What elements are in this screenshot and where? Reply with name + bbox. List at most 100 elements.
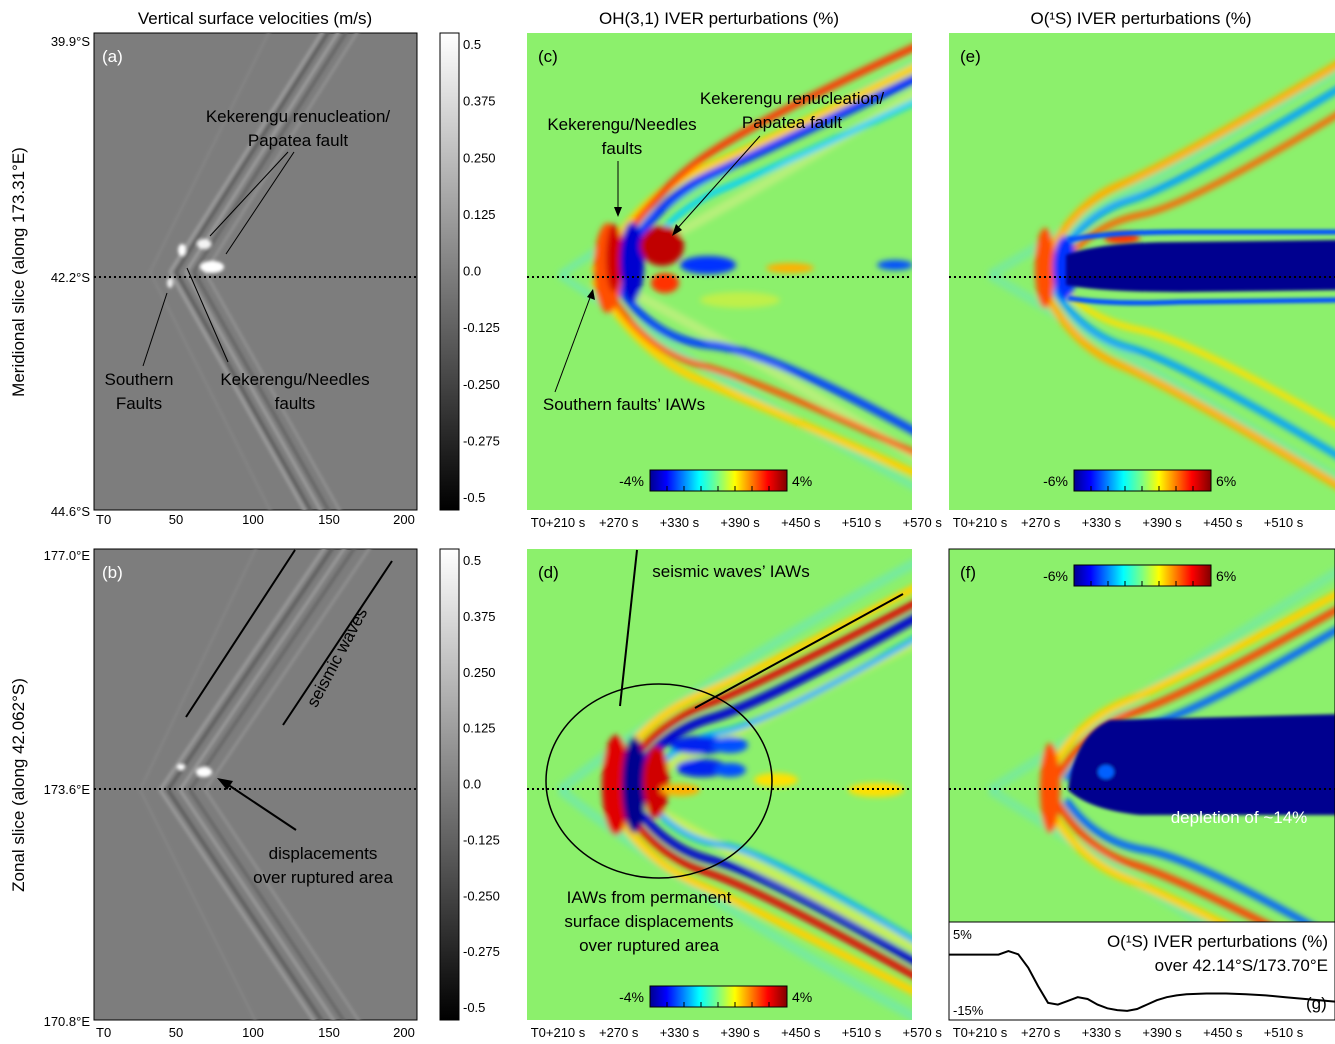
panel-b-annotation: displacements [269, 844, 378, 863]
panel-e-colorbar-min: -6% [1043, 473, 1068, 489]
panel-e-arc [1036, 61, 1335, 274]
panel-a-band [168, 271, 307, 510]
panel-a-bright-spot [167, 278, 173, 288]
panel-f-frame [948, 548, 1335, 1021]
time-axis-tick: +390 s [720, 515, 760, 530]
panel-a: (a) 39.9°S 42.2°S 44.6°S T0 50 100 150 2… [51, 32, 418, 527]
panel-g-curve [949, 949, 1335, 1012]
panel-a-y-tick: 39.9°S [51, 34, 91, 49]
grey-colorbar-tick: 0.375 [463, 94, 496, 109]
panel-a-band [174, 271, 313, 510]
time-axis-tick: +390 s [720, 1025, 760, 1040]
panel-a-arrow [186, 267, 229, 363]
time-axis-tick: +450 s [781, 515, 821, 530]
title-o1s-iver: O(¹S) IVER perturbations (%) [1030, 9, 1251, 28]
panel-d-core [622, 737, 646, 833]
panel-f-letter: (f) [960, 563, 976, 582]
panel-b-arrowhead [217, 778, 233, 790]
time-axis-tick: +450 s [781, 1025, 821, 1040]
panel-b-y-tick: 173.6°E [44, 782, 91, 797]
panel-d-annotation: over ruptured area [579, 936, 719, 955]
panel-e-depletion [1066, 240, 1335, 292]
time-axis-tick: +330 s [1082, 515, 1122, 530]
panel-b-band [178, 549, 346, 791]
panel-b-band [204, 549, 371, 791]
panel-g-top-label: 5% [953, 927, 972, 942]
time-axis-tick: +270 s [599, 515, 639, 530]
grey-colorbar-bottom-bar [439, 548, 460, 1021]
panel-d-core [754, 773, 798, 787]
panel-b-arrow [223, 781, 297, 831]
time-axis-tick: +330 s [660, 1025, 700, 1040]
panel-e: (e) -6% 6% T0+210 s +270 s +330 s +390 s +45… [949, 33, 1335, 530]
panel-d-core [714, 763, 746, 777]
panel-g-bottom-label: -15% [953, 1003, 984, 1018]
panel-c-arc [611, 75, 912, 275]
panel-e-colorbar-max: 6% [1216, 473, 1236, 489]
grey-colorbar-tick: -0.125 [463, 832, 500, 847]
panel-c-arc [599, 278, 912, 455]
panel-b-x-tick: 200 [393, 1025, 415, 1040]
panel-d-annotation: seismic waves’ IAWs [652, 562, 809, 581]
grey-colorbar-tick: 0.250 [463, 150, 496, 165]
panel-d-arc [614, 796, 912, 979]
panel-g: 5% -15% O(¹S) IVER perturbations (%) ove… [948, 921, 1335, 1021]
grey-colorbar-tick: -0.125 [463, 320, 500, 335]
panel-d-core [660, 784, 700, 796]
panel-e-depletion-edge [1067, 229, 1335, 243]
panel-c-annotation: Kekerengu renucleation/ [700, 89, 885, 108]
grey-colorbar-tick: 0.5 [463, 37, 481, 52]
panel-f-colorbar-min: -6% [1043, 568, 1068, 584]
panel-f-arc [1051, 606, 1335, 782]
panel-a-x-tick: 100 [242, 512, 264, 527]
row-label-meridional: Meridional slice (along 173.31°E) [9, 147, 28, 397]
grey-colorbar-tick: 0.125 [463, 207, 496, 222]
grey-colorbar-tick: 0.0 [463, 264, 481, 279]
panel-a-bright-spot [197, 239, 211, 249]
panel-b-band [166, 549, 334, 791]
panel-b-band [188, 789, 345, 1020]
panel-d-core [712, 737, 748, 753]
panel-b-y-tick: 170.8°E [44, 1014, 91, 1029]
panel-c-arrow [675, 135, 761, 231]
panel-c-arrowhead [614, 207, 622, 217]
time-axis-tick: T0+210 s [953, 515, 1008, 530]
panel-f-annotation: depletion of ~14% [1171, 808, 1308, 827]
grey-colorbar-tick: 0.250 [463, 665, 496, 680]
panel-c-core [640, 226, 684, 266]
panel-a-annotation: faults [275, 394, 316, 413]
panel-c-annotation: Southern faults’ IAWs [543, 395, 705, 414]
time-axis-tick: +270 s [1021, 1025, 1061, 1040]
panel-b-x-tick: 50 [169, 1025, 183, 1040]
panel-a-background [93, 32, 418, 511]
panel-a-x-tick: 200 [393, 512, 415, 527]
panel-c-core [877, 260, 912, 270]
panel-c-arc [611, 277, 912, 435]
grey-colorbar-tick: 0.5 [463, 553, 481, 568]
panel-a-band [192, 271, 330, 510]
panel-d-core [643, 746, 669, 818]
panel-a-x-tick: T0 [96, 512, 111, 527]
panel-d-core [602, 735, 630, 835]
grey-colorbar-tick: 0.125 [463, 721, 496, 736]
time-axis-tick: T0+210 s [531, 515, 586, 530]
grey-colorbar-top: 0.5 0.375 0.250 0.125 0.0 -0.125 -0.250 -0.275 -… [439, 32, 500, 511]
panel-d-streak [556, 558, 912, 794]
panel-a-band [149, 33, 270, 273]
panel-a-x-tick: 150 [318, 512, 340, 527]
panel-b-y-tick: 177.0°E [44, 548, 91, 563]
panel-d-annotation: IAWs from permanent [567, 888, 732, 907]
panel-c-core [766, 263, 814, 273]
time-axis-tick: +570 s [902, 1025, 942, 1040]
panel-b-bright-spot [196, 767, 212, 777]
panel-a-annotation: Southern [105, 370, 174, 389]
panel-a-band [204, 271, 341, 510]
panel-a-bright-spot [178, 244, 186, 256]
panel-a-annotation: Kekerengu/Needles [220, 370, 369, 389]
grey-colorbar-tick: -0.5 [463, 1000, 485, 1015]
panel-e-letter: (e) [960, 47, 981, 66]
time-axis-tick: +270 s [599, 1025, 639, 1040]
panel-d-colorbar-min: -4% [619, 989, 644, 1005]
panel-a-bright-spot [200, 261, 224, 273]
